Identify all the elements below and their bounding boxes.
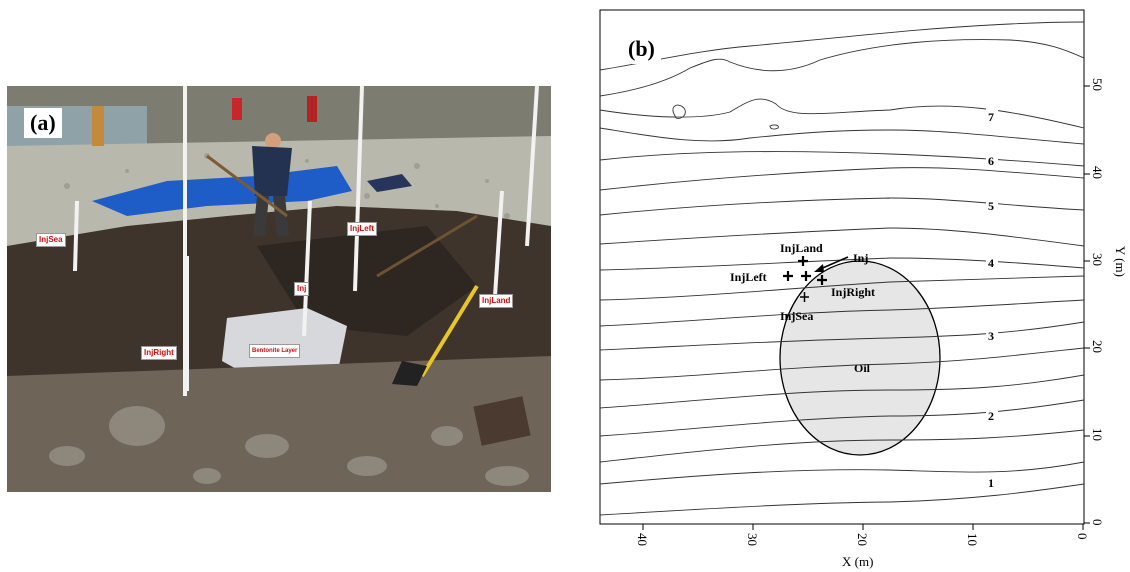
x-axis-ticks [642, 524, 1084, 530]
x-tick-0: 0 [1075, 533, 1090, 540]
marker-inj [801, 271, 811, 281]
photo-tag-injland: InjLand [479, 294, 514, 308]
photo-tag-injleft: InjLeft [347, 222, 377, 236]
contour-map-svg: Oil 7 6 [599, 9, 1128, 569]
well-label-inj: Inj [853, 251, 868, 265]
y-tick-10: 10 [1090, 428, 1105, 441]
x-tick-30: 30 [745, 533, 760, 546]
well-markers [783, 256, 827, 302]
marker-injleft [783, 271, 793, 281]
panel-b-letter: (b) [622, 34, 661, 64]
x-tick-20: 20 [855, 533, 870, 546]
well-label-injright: InjRight [831, 285, 875, 299]
photo-tag-inj: Inj [294, 282, 310, 296]
field-photo-illustration [7, 86, 551, 492]
x-tick-40: 40 [635, 533, 650, 546]
y-axis-ticks [1084, 85, 1090, 524]
well-label-injland: InjLand [780, 241, 823, 255]
marker-injsea [800, 292, 809, 302]
contour-label-5: 5 [988, 199, 994, 213]
x-axis-label: X (m) [842, 554, 873, 569]
marker-injland [798, 256, 808, 266]
inj-arrow [814, 256, 849, 272]
contour-label-2: 2 [988, 409, 994, 423]
y-tick-50: 50 [1090, 78, 1105, 91]
contour-map: Oil 7 6 [590, 0, 1130, 572]
well-label-injleft: InjLeft [730, 270, 767, 284]
x-tick-10: 10 [965, 533, 980, 546]
contour-label-6: 6 [988, 154, 994, 168]
field-photo: (a) InjSea InjLeft Inj InjLand InjRight … [7, 86, 551, 492]
contour-value-labels: 7 6 5 4 3 2 1 [986, 108, 998, 490]
y-axis-label: Y (m) [1113, 246, 1128, 277]
y-tick-0: 0 [1090, 519, 1105, 526]
photo-tag-injsea: InjSea [36, 233, 66, 247]
contour-label-4: 4 [988, 256, 994, 270]
oil-label: Oil [854, 361, 871, 375]
y-tick-40: 40 [1090, 166, 1105, 179]
photo-tag-injright: InjRight [141, 346, 177, 360]
contour-label-1: 1 [988, 476, 994, 490]
panel-a-letter: (a) [24, 108, 62, 138]
contour-label-3: 3 [988, 329, 994, 343]
y-tick-20: 20 [1090, 340, 1105, 353]
contour-label-7: 7 [988, 110, 994, 124]
photo-tag-bentonite: Bentonite Layer [249, 344, 301, 358]
marker-injright [817, 275, 827, 285]
well-label-injsea: InjSea [780, 309, 813, 323]
contour-lines [599, 21, 1085, 516]
y-tick-30: 30 [1090, 253, 1105, 266]
